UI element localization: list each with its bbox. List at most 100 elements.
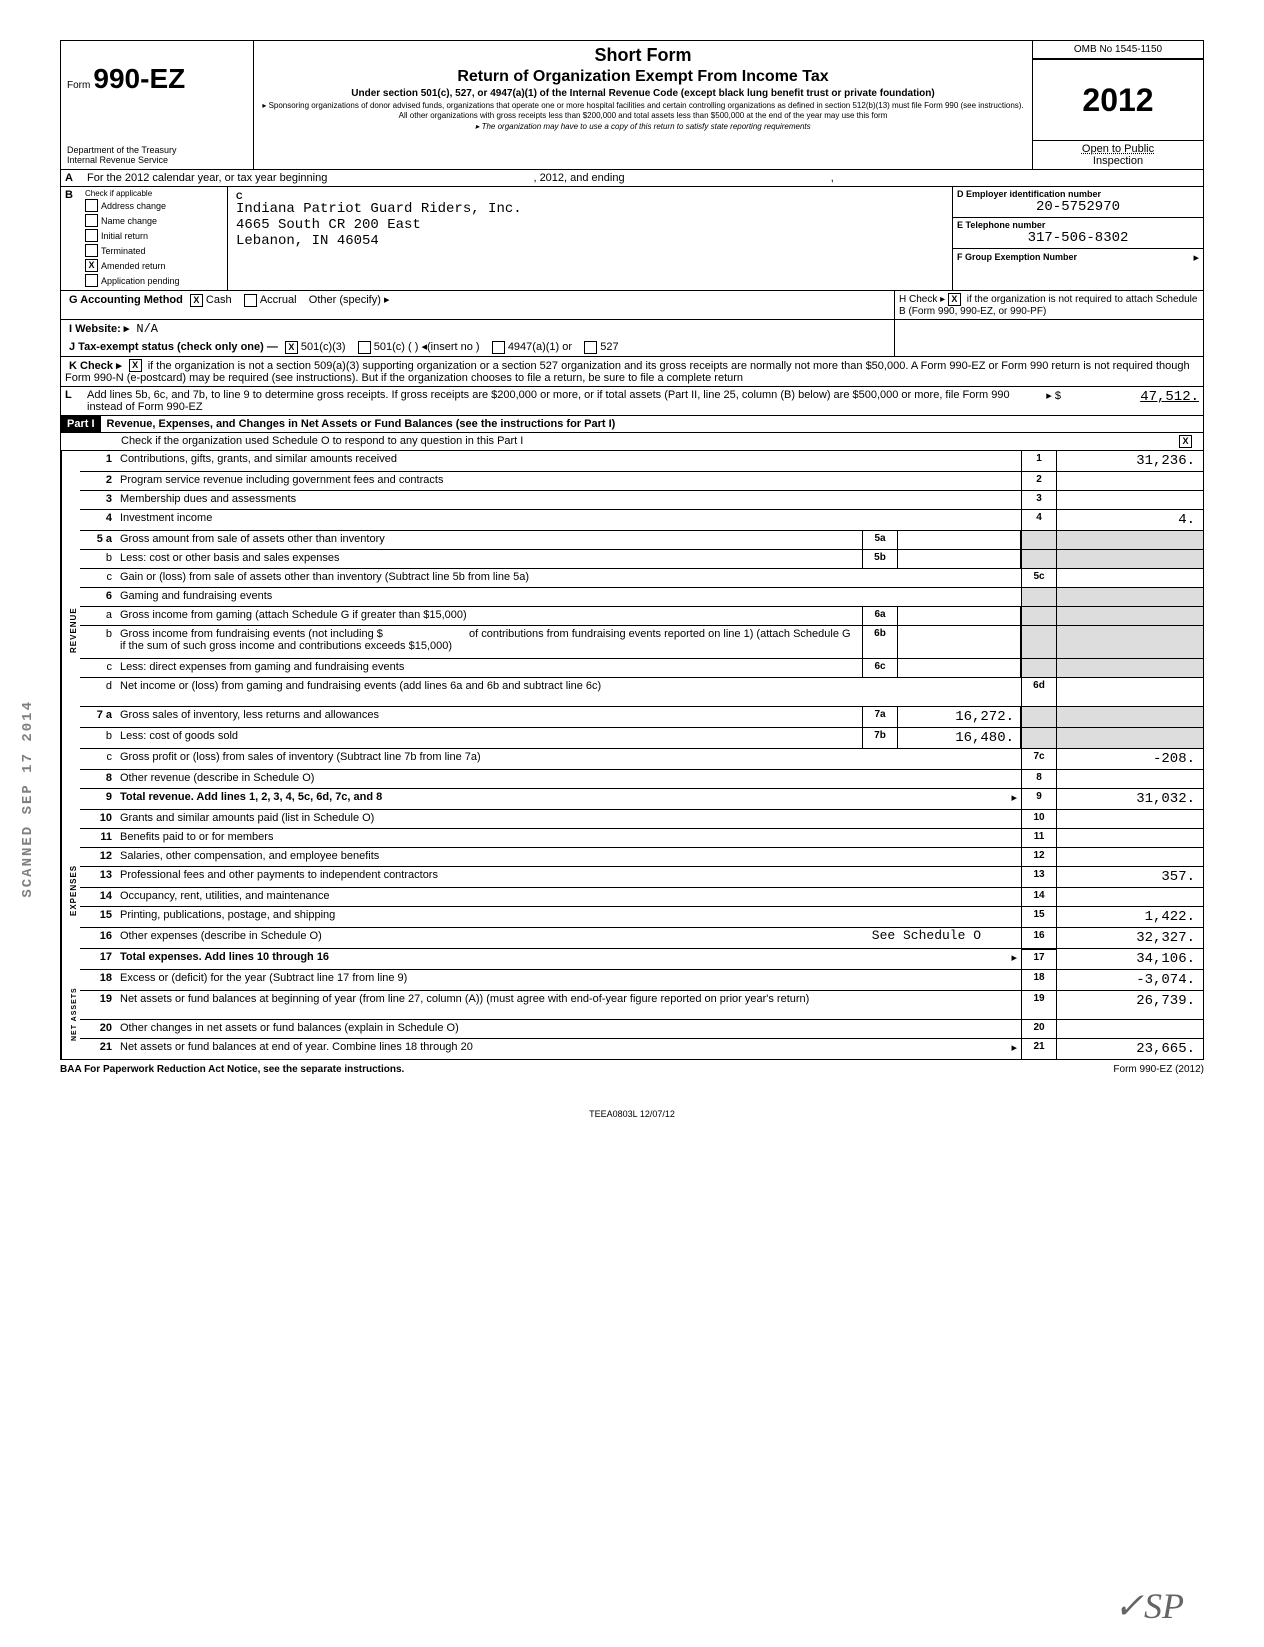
ln6a-shade bbox=[1021, 607, 1056, 625]
org-addr2: Lebanon, IN 46054 bbox=[236, 233, 944, 249]
vert-expenses: EXPENSES bbox=[61, 810, 80, 970]
inspection: Inspection bbox=[1035, 155, 1201, 167]
ln15-val: 1,422. bbox=[1056, 907, 1203, 927]
lbl-cash: Cash bbox=[206, 294, 232, 306]
form-number: 990-EZ bbox=[93, 63, 185, 94]
ln5a-mv bbox=[898, 531, 1021, 549]
chk-k[interactable]: X bbox=[129, 359, 142, 372]
lbl-address-change: Address change bbox=[101, 201, 166, 211]
phone: 317-506-8302 bbox=[957, 230, 1199, 246]
chk-accrual[interactable] bbox=[244, 294, 257, 307]
section-g-h: G Accounting Method XCash Accrual Other … bbox=[61, 291, 1203, 320]
ln4-txt: Investment income bbox=[116, 510, 1021, 530]
section-i: I Website: ▸ N/A bbox=[61, 320, 1203, 338]
f-label: F Group Exemption Number bbox=[957, 252, 1077, 262]
section-l: L Add lines 5b, 6c, and 7b, to line 9 to… bbox=[61, 387, 1203, 416]
ln21-cn: 21 bbox=[1021, 1039, 1056, 1059]
ln1-txt: Contributions, gifts, grants, and simila… bbox=[116, 451, 1021, 471]
dept-treasury: Department of the Treasury bbox=[67, 145, 247, 155]
ln2-cn: 2 bbox=[1021, 472, 1056, 490]
i-label: I Website: ▸ bbox=[65, 321, 133, 337]
ln17-val: 34,106. bbox=[1056, 949, 1203, 969]
g-label: G Accounting Method bbox=[65, 292, 187, 308]
ln7b-shade2 bbox=[1056, 728, 1203, 748]
ln15-num: 15 bbox=[80, 907, 116, 927]
lbl-501c3: 501(c)(3) bbox=[301, 341, 346, 353]
ln16-cn: 16 bbox=[1021, 928, 1056, 948]
ln12-val bbox=[1056, 848, 1203, 866]
ln6c-num: c bbox=[80, 659, 116, 677]
ln7c-num: c bbox=[80, 749, 116, 769]
h-text: H Check ▸ bbox=[899, 294, 945, 305]
ln12-txt: Salaries, other compensation, and employ… bbox=[116, 848, 1021, 866]
chk-cash[interactable]: X bbox=[190, 294, 203, 307]
ln5c-cn: 5c bbox=[1021, 569, 1056, 587]
ln4-val: 4. bbox=[1056, 510, 1203, 530]
form-prefix: Form bbox=[67, 80, 90, 91]
ln7a-shade bbox=[1021, 707, 1056, 727]
ln5c-txt: Gain or (loss) from sale of assets other… bbox=[116, 569, 1021, 587]
ln17-txt: Total expenses. Add lines 10 through 16 … bbox=[116, 949, 1021, 969]
ln7a-txt: Gross sales of inventory, less returns a… bbox=[116, 707, 862, 727]
ln8-txt: Other revenue (describe in Schedule O) bbox=[116, 770, 1021, 788]
ln6a-num: a bbox=[80, 607, 116, 625]
lbl-terminated: Terminated bbox=[101, 246, 146, 256]
ln7a-num: 7 a bbox=[80, 707, 116, 727]
lbl-other-specify: Other (specify) ▸ bbox=[309, 294, 390, 306]
chk-4947a1[interactable] bbox=[492, 341, 505, 354]
k-label: K Check ▸ bbox=[65, 358, 126, 374]
ln5a-txt: Gross amount from sale of assets other t… bbox=[116, 531, 862, 549]
chk-initial-return[interactable] bbox=[85, 229, 98, 242]
chk-527[interactable] bbox=[584, 341, 597, 354]
ln5c-val bbox=[1056, 569, 1203, 587]
omb-number: OMB No 1545-1150 bbox=[1033, 41, 1203, 59]
dept-irs: Internal Revenue Service bbox=[67, 155, 247, 165]
chk-terminated[interactable] bbox=[85, 244, 98, 257]
l-text: Add lines 5b, 6c, and 7b, to line 9 to d… bbox=[83, 387, 1017, 415]
ln19-txt: Net assets or fund balances at beginning… bbox=[116, 991, 1021, 1019]
ln14-val bbox=[1056, 888, 1203, 906]
copy-note: ▸ The organization may have to use a cop… bbox=[260, 122, 1026, 132]
ln6b-txt: Gross income from fundraising events (no… bbox=[116, 626, 862, 658]
ln16-val: 32,327. bbox=[1056, 928, 1203, 948]
ln6c-txt: Less: direct expenses from gaming and fu… bbox=[116, 659, 862, 677]
ln8-num: 8 bbox=[80, 770, 116, 788]
ln5b-mv bbox=[898, 550, 1021, 568]
chk-name-change[interactable] bbox=[85, 214, 98, 227]
ln20-val bbox=[1056, 1020, 1203, 1038]
ln6d-txt: Net income or (loss) from gaming and fun… bbox=[116, 678, 1021, 706]
ln6-shade2 bbox=[1056, 588, 1203, 606]
ln5b-num: b bbox=[80, 550, 116, 568]
ln7c-txt: Gross profit or (loss) from sales of inv… bbox=[116, 749, 1021, 769]
ln20-num: 20 bbox=[80, 1020, 116, 1038]
ln9-val: 31,032. bbox=[1056, 789, 1203, 809]
chk-application-pending[interactable] bbox=[85, 274, 98, 287]
ln13-num: 13 bbox=[80, 867, 116, 887]
sponsor-note: ▸ Sponsoring organizations of donor advi… bbox=[260, 101, 1026, 120]
chk-501c3[interactable]: X bbox=[285, 341, 298, 354]
ln9-txt: Total revenue. Add lines 1, 2, 3, 4, 5c,… bbox=[116, 789, 1021, 809]
signature-mark: ✓SP bbox=[1114, 1585, 1184, 1627]
chk-schedule-o-part1[interactable]: X bbox=[1179, 435, 1192, 448]
ln6b-mn: 6b bbox=[862, 626, 898, 658]
ln19-cn: 19 bbox=[1021, 991, 1056, 1019]
chk-501c[interactable] bbox=[358, 341, 371, 354]
ln6a-mv bbox=[898, 607, 1021, 625]
chk-address-change[interactable] bbox=[85, 199, 98, 212]
tax-year: 2012 bbox=[1082, 82, 1153, 119]
l-value: 47,512. bbox=[1065, 387, 1203, 415]
ln7b-mn: 7b bbox=[862, 728, 898, 748]
ln6a-txt: Gross income from gaming (attach Schedul… bbox=[116, 607, 862, 625]
ln14-cn: 14 bbox=[1021, 888, 1056, 906]
ln7b-shade bbox=[1021, 728, 1056, 748]
ln12-num: 12 bbox=[80, 848, 116, 866]
section-j: J Tax-exempt status (check only one) — X… bbox=[61, 338, 1203, 357]
chk-amended-return[interactable]: X bbox=[85, 259, 98, 272]
org-addr1: 4665 South CR 200 East bbox=[236, 217, 944, 233]
e-label: E Telephone number bbox=[957, 220, 1199, 230]
chk-schedule-b[interactable]: X bbox=[948, 293, 961, 306]
ln7a-mn: 7a bbox=[862, 707, 898, 727]
ln20-txt: Other changes in net assets or fund bala… bbox=[116, 1020, 1021, 1038]
ln2-txt: Program service revenue including govern… bbox=[116, 472, 1021, 490]
ln14-txt: Occupancy, rent, utilities, and maintena… bbox=[116, 888, 1021, 906]
